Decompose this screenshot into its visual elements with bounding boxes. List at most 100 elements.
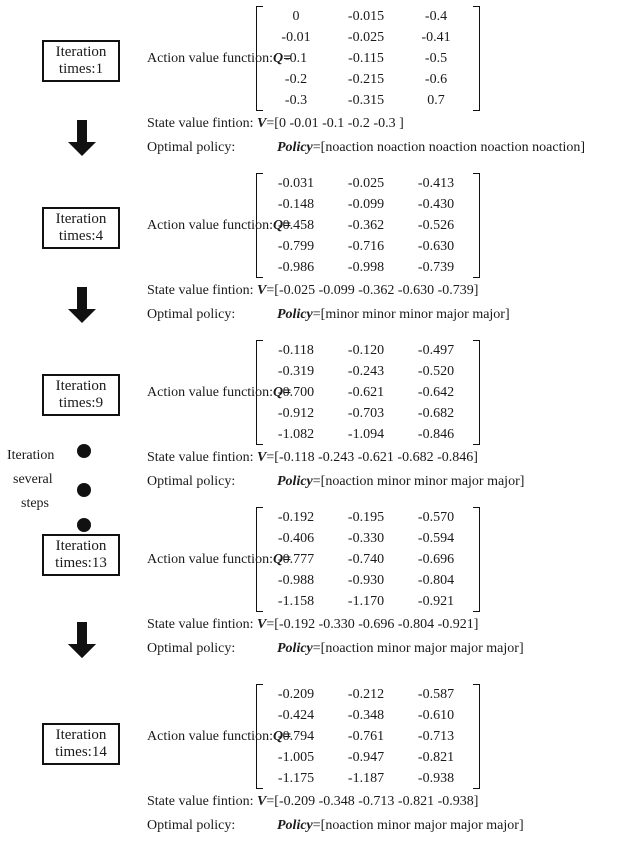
action-value-label: Action value function:Q= <box>147 51 291 67</box>
state-value-line: State value fintion: V=[-0.118 -0.243 -0… <box>147 450 478 466</box>
matrix-cell: -0.1 <box>284 51 308 66</box>
q-matrix: -0.192 -0.195 -0.570 -0.406 -0.330 -0.594 -0.7… <box>256 507 480 612</box>
iteration-box: Iteration times:4 <box>42 207 120 249</box>
matrix-cell: -0.2 <box>284 72 308 87</box>
matrix-cell: -1.170 <box>347 594 385 609</box>
matrix-cell: -0.025 <box>347 176 385 191</box>
down-arrow-icon <box>68 622 96 658</box>
matrix-row: -0.406 -0.330 -0.594 <box>256 528 480 549</box>
policy-vector: [noaction minor major major major] <box>320 818 524 833</box>
matrix-cell: -0.594 <box>417 531 455 546</box>
q-symbol: Q <box>272 552 284 567</box>
q-symbol: Q <box>272 729 284 744</box>
policy-line: Optimal policy: Policy=[noaction noaction… <box>147 140 585 156</box>
matrix-cell: -0.570 <box>417 510 455 525</box>
matrix-cell: -0.120 <box>347 343 385 358</box>
matrix-cell: -0.716 <box>347 239 385 254</box>
matrix-cell: -0.3 <box>284 93 308 108</box>
v-vector: [-0.192 -0.330 -0.696 -0.804 -0.921] <box>274 617 479 632</box>
q-matrix: -0.118 -0.120 -0.497 -0.319 -0.243 -0.520 -0.7… <box>256 340 480 445</box>
matrix-cell: -0.642 <box>417 385 455 400</box>
matrix-cell: -0.458 <box>277 218 315 233</box>
matrix-cell: -0.243 <box>347 364 385 379</box>
left-bracket <box>256 507 263 612</box>
q-matrix: -0.209 -0.212 -0.587 -0.424 -0.348 -0.610 -0.7… <box>256 684 480 789</box>
matrix-cell: -0.703 <box>347 406 385 421</box>
matrix-row: 0 -0.015 -0.4 <box>256 6 480 27</box>
matrix-row: -0.148 -0.099 -0.430 <box>256 194 480 215</box>
matrix-cell: -0.821 <box>417 750 455 765</box>
matrix-row: -0.1 -0.115 -0.5 <box>256 48 480 69</box>
matrix-cell: -0.526 <box>417 218 455 233</box>
q-symbol: Q <box>272 51 284 66</box>
matrix-row: -0.3 -0.315 0.7 <box>256 90 480 111</box>
matrix-cell: -0.739 <box>417 260 455 275</box>
state-value-line: State value fintion: V=[-0.192 -0.330 -0… <box>147 617 478 633</box>
iteration-times: times:9 <box>58 395 104 411</box>
matrix-cell: -0.921 <box>417 594 455 609</box>
action-value-label: Action value function:Q= <box>147 385 291 401</box>
several-side-label: several <box>13 472 53 487</box>
matrix-cell: -0.998 <box>347 260 385 275</box>
matrix-cell: -0.804 <box>417 573 455 588</box>
matrix-cell: -0.031 <box>277 176 315 191</box>
matrix-cell: -0.148 <box>277 197 315 212</box>
matrix-cell: -0.696 <box>417 552 455 567</box>
left-bracket <box>256 6 263 111</box>
matrix-cell: -0.761 <box>347 729 385 744</box>
policy-label: Optimal policy: <box>147 818 236 833</box>
equals-sign: = <box>312 307 321 322</box>
right-bracket <box>473 507 480 612</box>
equals-sign: = <box>266 283 275 298</box>
v-symbol: V <box>257 794 267 809</box>
matrix-row: -0.986 -0.998 -0.739 <box>256 257 480 278</box>
matrix-cell: -0.799 <box>277 239 315 254</box>
ellipsis-dot-icon <box>77 444 91 458</box>
matrix-row: -1.082 -1.094 -0.846 <box>256 424 480 445</box>
iteration-times: times:14 <box>55 744 107 760</box>
matrix-cell: -0.610 <box>417 708 455 723</box>
matrix-cell: -0.497 <box>417 343 455 358</box>
equals-sign: = <box>266 617 275 632</box>
ellipsis-dot-icon <box>77 518 91 532</box>
matrix-row: -0.799 -0.716 -0.630 <box>256 236 480 257</box>
matrix-cell: -0.195 <box>347 510 385 525</box>
state-value-line: State value fintion: V=[-0.025 -0.099 -0… <box>147 283 478 299</box>
iteration-box: Iteration times:1 <box>42 40 120 82</box>
matrix-cell: -0.209 <box>277 687 315 702</box>
right-bracket <box>473 6 480 111</box>
iteration-times: times:4 <box>58 228 104 244</box>
equals-sign: = <box>312 818 321 833</box>
matrix-row: -0.031 -0.025 -0.413 <box>256 173 480 194</box>
policy-label: Optimal policy: <box>147 474 236 489</box>
iteration-label: Iteration <box>55 378 107 394</box>
equals-sign: = <box>283 218 292 233</box>
state-value-line: State value fintion: V=[0 -0.01 -0.1 -0.… <box>147 116 404 132</box>
state-value-line: State value fintion: V=[-0.209 -0.348 -0… <box>147 794 478 810</box>
matrix-row: -0.777 -0.740 -0.696 <box>256 549 480 570</box>
right-bracket <box>473 684 480 789</box>
matrix-row: -0.01 -0.025 -0.41 <box>256 27 480 48</box>
policy-symbol: Policy <box>277 307 313 322</box>
matrix-cell: 0.7 <box>427 93 445 108</box>
matrix-cell: -0.630 <box>417 239 455 254</box>
matrix-cell: -0.938 <box>417 771 455 786</box>
iteration-label: Iteration <box>55 211 107 227</box>
matrix-row: -1.158 -1.170 -0.921 <box>256 591 480 612</box>
matrix-cell: -0.988 <box>277 573 315 588</box>
matrix-cell: -1.175 <box>277 771 315 786</box>
equals-sign: = <box>266 116 275 131</box>
matrix-cell: -0.01 <box>281 30 311 45</box>
matrix-cell: 0 <box>292 9 300 24</box>
equals-sign: = <box>312 641 321 656</box>
matrix-row: -0.2 -0.215 -0.6 <box>256 69 480 90</box>
equals-sign: = <box>283 552 292 567</box>
v-vector: [0 -0.01 -0.1 -0.2 -0.3 ] <box>274 116 404 131</box>
matrix-row: -0.424 -0.348 -0.610 <box>256 705 480 726</box>
iteration-box: Iteration times:14 <box>42 723 120 765</box>
right-bracket <box>473 340 480 445</box>
v-symbol: V <box>257 450 267 465</box>
v-symbol: V <box>257 116 267 131</box>
matrix-cell: -1.005 <box>277 750 315 765</box>
ellipsis-dot-icon <box>77 483 91 497</box>
